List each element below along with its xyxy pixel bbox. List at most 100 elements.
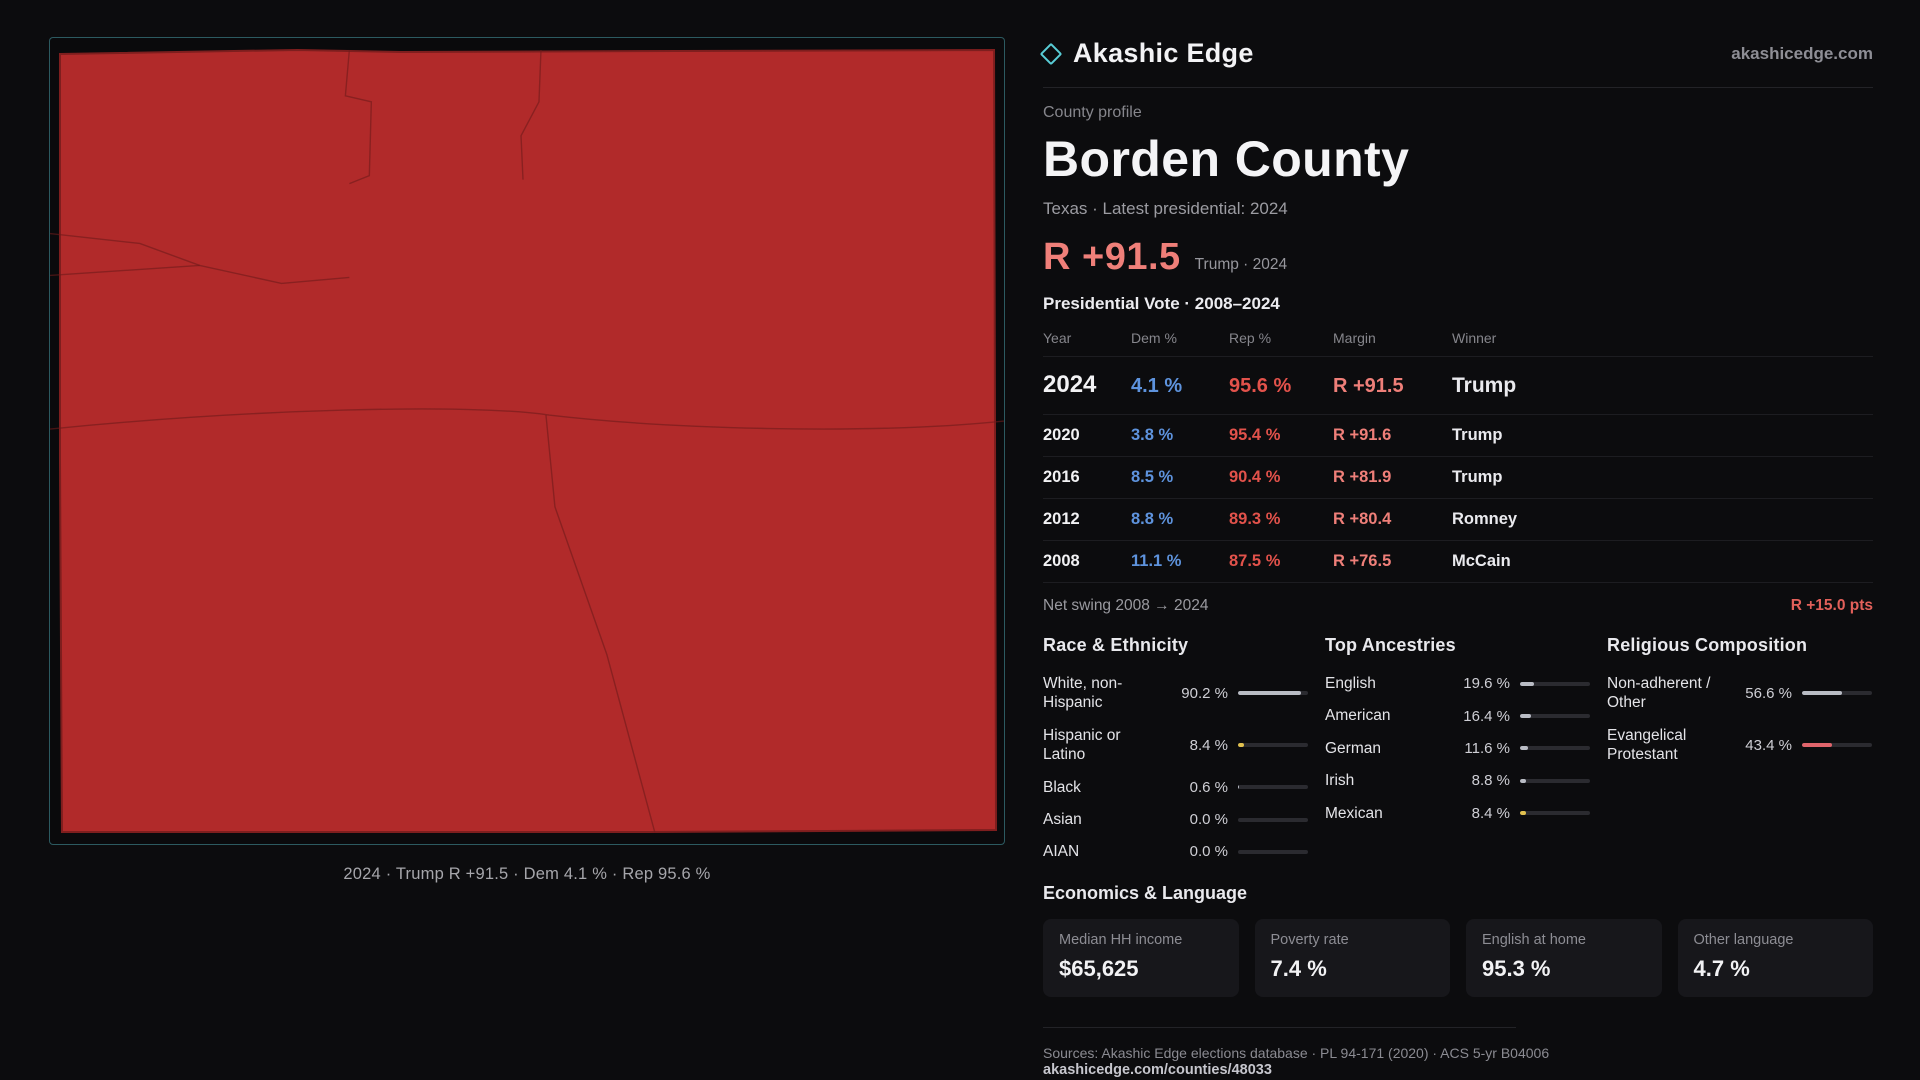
mini-bar [1520, 714, 1590, 719]
religion-value: 56.6 % [1745, 684, 1792, 702]
race-label: Black [1043, 778, 1081, 796]
profile-content: Akashic Edge akashicedge.com County prof… [1039, 34, 1873, 1079]
list-item: Irish 8.8 % [1325, 771, 1590, 790]
headline-margin: R +91.5 Trump · 2024 [1043, 236, 1873, 279]
mini-bar [1520, 811, 1590, 816]
brand: Akashic Edge [1039, 38, 1254, 69]
race-value: 0.0 % [1189, 843, 1228, 861]
list-item: AIAN 0.0 % [1043, 842, 1308, 861]
stat-label: Poverty rate [1270, 931, 1349, 948]
cell-year: 2016 [1043, 468, 1080, 486]
table-row: 2024 4.1 % 95.6 % R +91.5 Trump [1043, 357, 1873, 415]
cell-dem: 4.1 % [1131, 375, 1183, 397]
col-margin: Margin [1333, 330, 1376, 346]
cell-winner: Trump [1452, 468, 1503, 486]
page-title: Borden County [1043, 131, 1410, 187]
stat-value: $65,625 [1059, 955, 1139, 981]
race-ethnicity-column: Race & Ethnicity White, non-Hispanic 90.… [1043, 635, 1308, 875]
vote-table-header-row: Year Dem % Rep % Margin Winner [1043, 322, 1873, 357]
stat-label: Median HH income [1059, 931, 1183, 948]
table-row: 2012 8.8 % 89.3 % R +80.4 Romney [1043, 499, 1873, 541]
list-item: White, non-Hispanic 90.2 % [1043, 674, 1308, 713]
stat-card: English at home 95.3 % [1466, 918, 1662, 997]
bar-fill [1238, 691, 1302, 696]
permalink[interactable]: akashicedge.com/counties/48033 [1043, 1061, 1272, 1078]
top-bar: Akashic Edge akashicedge.com [1039, 34, 1873, 87]
cell-winner: Trump [1452, 374, 1517, 397]
cell-margin: R +80.4 [1333, 510, 1392, 528]
cell-margin: R +81.9 [1333, 468, 1392, 486]
mini-bar [1238, 691, 1308, 696]
net-swing-label: Net swing 2008 → 2024 [1043, 597, 1209, 614]
ancestries-column: Top Ancestries English 19.6 % American 1… [1325, 635, 1590, 875]
list-item: Evangelical Protestant 43.4 % [1607, 726, 1872, 765]
list-item: German 11.6 % [1325, 739, 1590, 758]
mini-bar [1520, 778, 1590, 783]
page-subtitle: Texas · Latest presidential: 2024 [1043, 199, 1288, 218]
list-item: Non-adherent / Other 56.6 % [1607, 674, 1872, 713]
stat-label: English at home [1482, 931, 1586, 948]
header-divider [1043, 87, 1873, 88]
brand-name: Akashic Edge [1073, 38, 1254, 68]
race-value: 0.6 % [1189, 778, 1228, 796]
county-map-region: 2024 · Trump R +91.5 · Dem 4.1 % · Rep 9… [49, 37, 1005, 884]
bar-fill [1238, 743, 1244, 748]
list-item: Asian 0.0 % [1043, 810, 1308, 829]
bar-fill [1520, 778, 1527, 783]
race-value: 90.2 % [1181, 684, 1228, 702]
sources-text: Sources: Akashic Edge elections database… [1043, 1044, 1550, 1061]
vote-table-title: Presidential Vote · 2008–2024 [1043, 294, 1280, 313]
race-value: 0.0 % [1189, 811, 1228, 829]
cell-margin: R +76.5 [1333, 552, 1392, 570]
mini-bar [1520, 746, 1590, 751]
list-item: English 19.6 % [1325, 674, 1590, 693]
mini-bar [1802, 691, 1872, 696]
table-row: 2020 3.8 % 95.4 % R +91.6 Trump [1043, 415, 1873, 457]
col-rep: Rep % [1229, 330, 1272, 346]
county-map [49, 37, 1005, 845]
mini-bar [1238, 849, 1308, 854]
col-winner: Winner [1452, 330, 1497, 346]
stat-card: Poverty rate 7.4 % [1254, 918, 1450, 997]
race-label: AIAN [1043, 843, 1080, 861]
cell-rep: 95.4 % [1229, 426, 1281, 444]
cell-winner: McCain [1452, 552, 1511, 570]
county-shape [58, 48, 998, 834]
cell-dem: 8.5 % [1131, 468, 1174, 486]
religion-label: Non-adherent / Other [1607, 675, 1711, 712]
mini-bar [1802, 743, 1872, 748]
race-label: Hispanic or Latino [1043, 726, 1121, 764]
net-swing: Net swing 2008 → 2024 R +15.0 pts [1043, 597, 1873, 615]
cell-winner: Romney [1452, 510, 1518, 528]
mini-bar [1238, 785, 1308, 790]
ancestry-value: 8.4 % [1471, 804, 1510, 822]
ancestry-label: American [1325, 707, 1391, 725]
cell-winner: Trump [1452, 426, 1503, 444]
site-domain-link[interactable]: akashicedge.com [1731, 43, 1873, 63]
ancestry-value: 19.6 % [1463, 675, 1510, 693]
ancestry-value: 8.8 % [1471, 772, 1510, 790]
economics-title: Economics & Language [1043, 882, 1248, 903]
table-row: 2016 8.5 % 90.4 % R +81.9 Trump [1043, 457, 1873, 499]
cell-dem: 3.8 % [1131, 426, 1174, 444]
ancestry-label: English [1325, 675, 1376, 692]
bar-fill [1802, 691, 1842, 696]
kicker: County profile [1043, 104, 1142, 121]
cell-year: 2024 [1043, 371, 1097, 398]
bar-fill [1520, 811, 1526, 816]
mini-bar [1238, 817, 1308, 822]
stat-label: Other language [1693, 931, 1794, 948]
ancestries-title: Top Ancestries [1325, 635, 1456, 655]
ancestry-value: 16.4 % [1463, 707, 1510, 725]
demographics-section: Race & Ethnicity White, non-Hispanic 90.… [1043, 635, 1873, 875]
cell-year: 2008 [1043, 552, 1080, 570]
map-caption: 2024 · Trump R +91.5 · Dem 4.1 % · Rep 9… [343, 865, 711, 883]
stat-value: 4.7 % [1693, 955, 1750, 981]
economics-stats: Median HH income $65,625 Poverty rate 7.… [1043, 918, 1873, 997]
list-item: Hispanic or Latino 8.4 % [1043, 726, 1308, 765]
stat-card: Median HH income $65,625 [1043, 918, 1239, 997]
table-row: 2008 11.1 % 87.5 % R +76.5 McCain [1043, 541, 1873, 583]
mini-bar [1520, 681, 1590, 686]
cell-rep: 95.6 % [1229, 375, 1292, 397]
